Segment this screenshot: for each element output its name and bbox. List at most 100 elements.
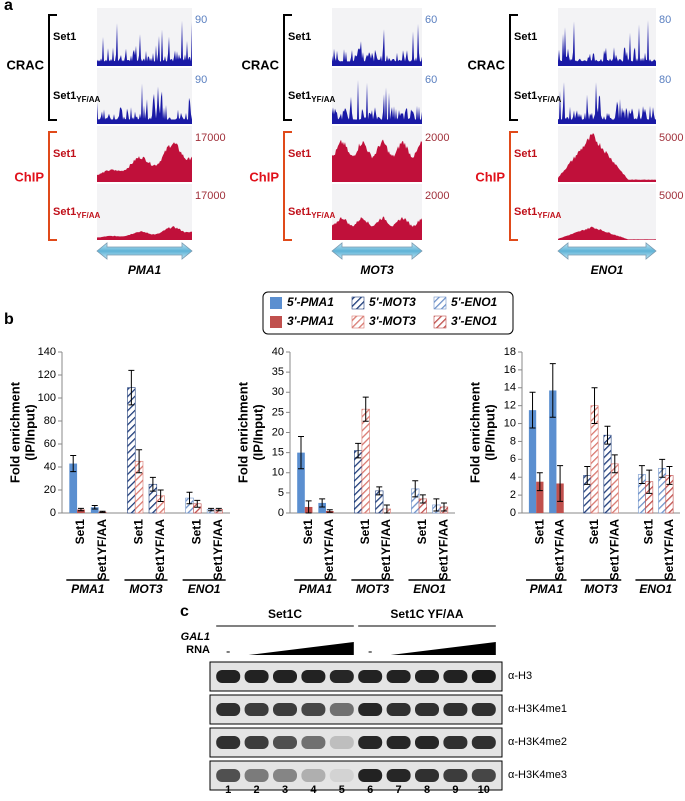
group-label: MOT3 — [584, 582, 618, 596]
y-tick-label: 4 — [510, 471, 516, 483]
lane-number: 6 — [367, 784, 373, 796]
track-bg — [558, 184, 656, 240]
track-bg — [97, 8, 192, 66]
band — [443, 769, 468, 782]
crac-label: CRAC — [241, 57, 279, 72]
group-label: ENO1 — [413, 582, 446, 596]
band — [216, 670, 241, 683]
gene-name: ENO1 — [591, 263, 624, 277]
track-label: Set1 — [514, 148, 537, 160]
bar — [549, 390, 557, 513]
x-tick-label: Set1YF/AA — [379, 519, 393, 581]
error-bar — [659, 458, 666, 478]
group-label: MOT3 — [129, 582, 163, 596]
track-scale: 5000 — [659, 132, 683, 144]
group-label: PMA1 — [530, 582, 564, 596]
track-label: Set1 — [53, 206, 76, 218]
band — [244, 670, 269, 683]
gene-arrow — [557, 242, 657, 260]
error-bar — [529, 391, 536, 429]
legend-swatch — [433, 315, 447, 329]
band — [358, 736, 383, 749]
band — [471, 703, 496, 716]
bracket — [283, 14, 292, 121]
y-tick-label: 18 — [504, 346, 516, 358]
y-tick-label: 120 — [38, 369, 56, 381]
error-bar — [355, 442, 362, 459]
y-tick-label: 0 — [510, 507, 516, 519]
y-tick-label: 25 — [272, 406, 284, 418]
bracket — [283, 131, 292, 241]
track-scale: 60 — [425, 74, 437, 86]
band — [301, 703, 326, 716]
crac-label: CRAC — [467, 57, 505, 72]
track-label-sub: YF/AA — [537, 211, 561, 220]
x-tick-label: Set1 — [73, 519, 87, 545]
x-tick-label: Set1YF/AA — [322, 519, 336, 581]
gene-name: PMA1 — [128, 263, 162, 277]
x-tick-label: Set1YF/AA — [662, 519, 676, 581]
band — [329, 703, 354, 716]
band — [386, 703, 411, 716]
legend-swatch — [351, 296, 365, 310]
y-tick-label: 40 — [44, 461, 56, 473]
rna-wedge — [390, 642, 496, 655]
lane-number: 1 — [225, 784, 231, 796]
minus-label: - — [226, 643, 230, 658]
bracket — [48, 131, 57, 241]
x-tick-label: Set1 — [532, 519, 546, 545]
track-scale: 2000 — [425, 132, 449, 144]
group-label: MOT3 — [356, 582, 390, 596]
error-bar — [157, 489, 164, 502]
signal-track — [332, 80, 422, 124]
track-scale: 90 — [195, 14, 207, 26]
rna-wedge — [248, 642, 354, 655]
y-tick-label: 10 — [504, 417, 516, 429]
legend-swatch — [351, 315, 365, 329]
track-label-sub: YF/AA — [537, 95, 561, 104]
track-scale: 17000 — [195, 132, 226, 144]
track-label-sub: YF/AA — [311, 95, 335, 104]
bar — [361, 408, 370, 514]
y-tick-label: 80 — [44, 415, 56, 427]
error-bar — [549, 363, 556, 418]
y-axis-label: (IP/Input) — [250, 404, 265, 460]
error-bar — [666, 465, 673, 485]
bar — [536, 481, 544, 513]
y-tick-label: 12 — [504, 400, 516, 412]
band — [386, 670, 411, 683]
x-tick-label: Set1YF/AA — [607, 519, 621, 581]
group-label: PMA1 — [299, 582, 333, 596]
y-axis-label: Fold enrichment — [235, 381, 250, 483]
lane-number: 7 — [396, 784, 402, 796]
band — [358, 703, 383, 716]
lane-number: 3 — [282, 784, 288, 796]
error-bar — [376, 486, 383, 496]
x-tick-label: Set1 — [587, 519, 601, 545]
signal-track — [332, 216, 422, 240]
bar — [90, 507, 99, 513]
panel-label: a — [4, 0, 13, 14]
band — [358, 769, 383, 782]
signal-track — [332, 23, 422, 66]
band — [244, 769, 269, 782]
x-tick-label: Set1YF/AA — [553, 519, 567, 581]
band — [471, 769, 496, 782]
legend-label: 5'-PMA1 — [287, 295, 334, 309]
gene-arrow — [331, 242, 423, 260]
band — [273, 736, 297, 749]
band — [216, 703, 241, 716]
x-tick-label: Set1 — [415, 519, 429, 545]
band — [415, 670, 439, 683]
bracket — [48, 14, 57, 121]
band — [415, 736, 439, 749]
y-tick-label: 20 — [272, 426, 284, 438]
track-scale: 5000 — [659, 190, 683, 202]
error-bar — [536, 472, 543, 492]
error-bar — [383, 504, 390, 514]
track-label-sub: YF/AA — [76, 95, 100, 104]
signal-track — [97, 226, 192, 240]
gal1-label: GAL1 — [181, 631, 210, 643]
track-label: Set1 — [288, 148, 311, 160]
x-tick-label: Set1 — [358, 519, 372, 545]
